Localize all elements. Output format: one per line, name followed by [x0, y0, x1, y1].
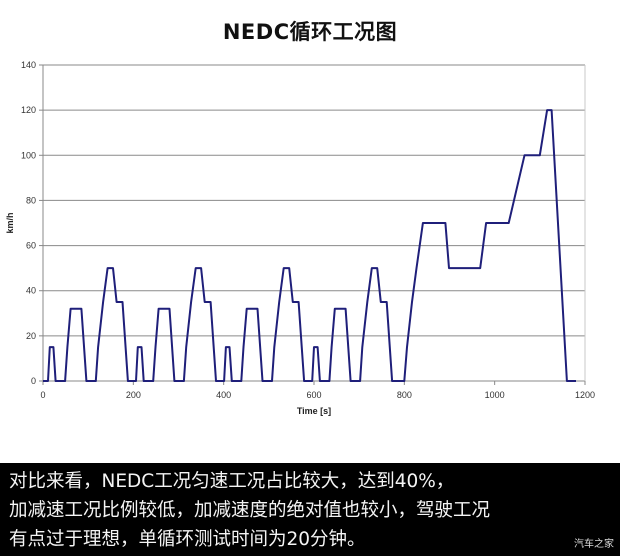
tick-labels: 0 20 40 60 80 100 120 140 0 200 400 600 800 1000 1200 [21, 60, 595, 400]
speed-curve [43, 109, 576, 382]
y-tick-label: 120 [21, 105, 36, 115]
x-tick-label: 400 [216, 390, 231, 400]
y-tick-label: 80 [26, 195, 36, 205]
gridlines [43, 64, 585, 337]
x-tick-label: 800 [397, 390, 412, 400]
caption-panel: 对比来看，NEDC工况匀速工况占比较大，达到40%， 加减速工况比例较低，加减速… [0, 463, 620, 556]
axes [39, 64, 586, 385]
y-tick-label: 100 [21, 150, 36, 160]
x-tick-label: 200 [126, 390, 141, 400]
y-tick-label: 0 [31, 376, 36, 386]
caption-line-2: 加减速工况比例较低，加减速度的绝对值也较小，驾驶工况 [9, 500, 491, 521]
watermark-logo: 汽车之家 [574, 539, 614, 550]
x-tick-label: 600 [306, 390, 321, 400]
chart-title: NEDC循环工况图 [222, 20, 398, 44]
x-tick-label: 1200 [575, 390, 595, 400]
caption-line-1: 对比来看，NEDC工况匀速工况占比较大，达到40%， [9, 471, 455, 492]
y-tick-label: 40 [26, 286, 36, 296]
x-axis-label: Time [s] [297, 406, 331, 416]
y-tick-label: 60 [26, 241, 36, 251]
caption-line-3: 有点过于理想，单循环测试时间为20分钟。 [9, 529, 366, 550]
x-tick-label: 0 [40, 390, 45, 400]
y-axis-label: km/h [5, 212, 15, 233]
x-tick-label: 1000 [485, 390, 505, 400]
y-tick-label: 20 [26, 331, 36, 341]
y-tick-label: 140 [21, 60, 36, 70]
